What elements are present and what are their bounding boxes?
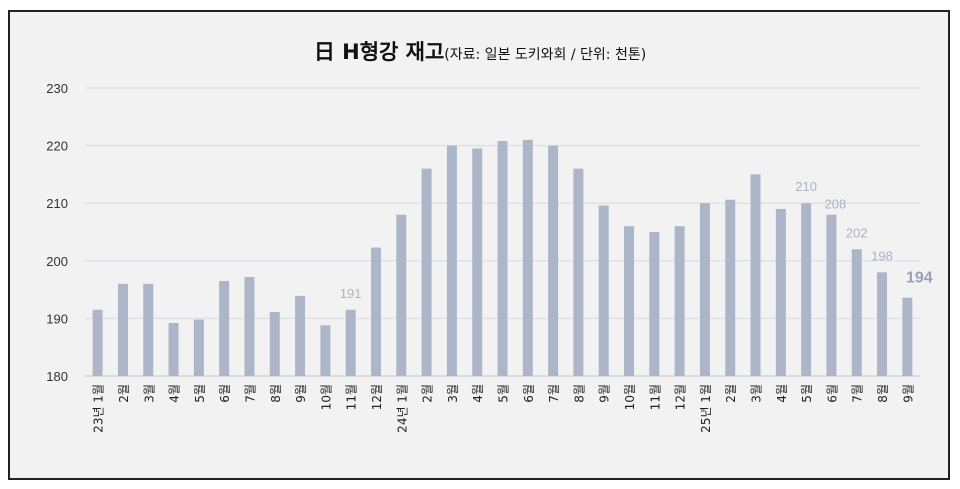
bar <box>472 148 483 376</box>
x-tick-label: 4월 <box>168 384 182 403</box>
x-tick-label: 10월 <box>319 384 333 410</box>
bar <box>725 199 736 376</box>
bar <box>674 226 685 376</box>
bar <box>117 283 128 376</box>
bar <box>851 249 862 376</box>
x-tick-label: 7월 <box>243 384 257 403</box>
x-tick-label: 3월 <box>446 384 460 403</box>
data-label: 208 <box>825 197 847 212</box>
bar <box>649 232 660 376</box>
x-tick-label: 8월 <box>269 384 283 403</box>
bar <box>168 323 179 376</box>
x-tick-label: 25년 1월 <box>699 384 713 433</box>
x-tick-label: 12월 <box>370 384 384 410</box>
x-tick-label: 11월 <box>648 384 662 410</box>
bar <box>269 312 280 376</box>
bar <box>877 272 888 376</box>
bar <box>902 297 913 376</box>
data-label: 198 <box>871 248 893 263</box>
data-label: 191 <box>340 286 362 301</box>
x-tick-label: 23년 1월 <box>92 384 106 433</box>
x-tick-label: 8월 <box>876 384 890 403</box>
bar <box>345 309 356 376</box>
title-subtitle: (자료: 일본 도키와회 / 단위: 천톤) <box>444 47 647 63</box>
bar <box>92 309 103 376</box>
x-tick-label: 2월 <box>724 384 738 403</box>
bar <box>421 168 432 376</box>
x-tick-label: 5월 <box>800 384 814 403</box>
x-tick-label: 4월 <box>775 384 789 403</box>
x-tick-label: 5월 <box>193 384 207 403</box>
x-tick-label: 4월 <box>471 384 485 403</box>
title-main: 日 H형강 재고 <box>313 40 445 64</box>
y-tick-label: 190 <box>46 311 68 326</box>
bar <box>143 283 154 376</box>
x-tick-label: 3월 <box>750 384 764 403</box>
x-tick-label: 7월 <box>851 384 865 403</box>
x-tick-label: 2월 <box>117 384 131 403</box>
bar <box>396 214 407 376</box>
x-tick-label: 6월 <box>825 384 839 403</box>
x-tick-label: 7월 <box>547 384 561 403</box>
bar <box>624 226 635 376</box>
y-tick-label: 180 <box>46 369 68 384</box>
x-tick-label: 2월 <box>421 384 435 403</box>
bar <box>801 203 812 376</box>
x-tick-label: 11월 <box>345 384 359 410</box>
bar <box>573 168 584 376</box>
x-tick-label: 3월 <box>142 384 156 403</box>
x-tick-label: 24년 1월 <box>395 384 409 433</box>
x-tick-label: 9월 <box>598 384 612 403</box>
bar <box>193 319 204 376</box>
bar <box>446 145 457 376</box>
bar <box>775 208 786 376</box>
data-label: 210 <box>795 179 817 194</box>
bar <box>497 140 508 376</box>
x-tick-label: 12월 <box>674 384 688 410</box>
y-tick-label: 200 <box>46 254 68 269</box>
bar <box>244 276 255 376</box>
chart-title: 日 H형강 재고(자료: 일본 도키와회 / 단위: 천톤) <box>0 36 960 66</box>
x-tick-label: 9월 <box>901 384 915 403</box>
bar <box>219 280 230 376</box>
bar <box>826 214 837 376</box>
bar <box>750 174 761 376</box>
y-tick-label: 220 <box>46 139 68 154</box>
bar <box>699 203 710 376</box>
x-tick-label: 8월 <box>572 384 586 403</box>
bar <box>522 139 533 376</box>
x-tick-label: 9월 <box>294 384 308 403</box>
x-tick-label: 6월 <box>522 384 536 403</box>
y-tick-label: 210 <box>46 196 68 211</box>
bar <box>598 205 609 376</box>
bar <box>295 295 306 376</box>
x-tick-label: 10월 <box>623 384 637 410</box>
x-tick-label: 5월 <box>497 384 511 403</box>
data-label: 194 <box>906 270 933 287</box>
bar <box>320 325 331 376</box>
x-tick-label: 6월 <box>218 384 232 403</box>
data-label: 202 <box>846 225 868 240</box>
bar <box>370 247 381 376</box>
bar <box>548 145 559 376</box>
y-tick-label: 230 <box>46 81 68 96</box>
